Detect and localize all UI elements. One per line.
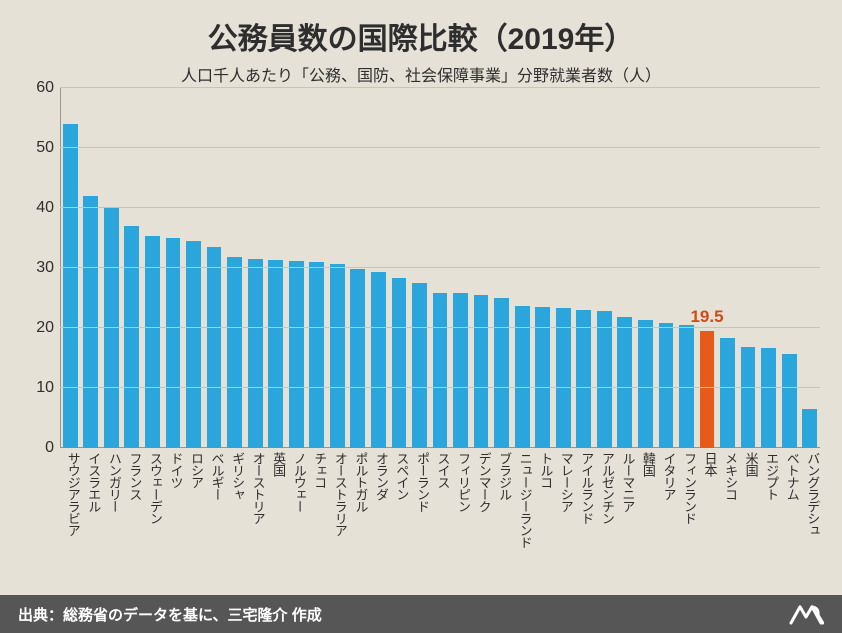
bar — [659, 323, 674, 448]
bar — [535, 307, 550, 448]
gridline — [60, 387, 820, 388]
gridline — [60, 147, 820, 148]
x-label: サウジアラビア — [64, 452, 83, 536]
bar — [494, 298, 509, 448]
bar — [474, 295, 489, 448]
x-label: オランダ — [372, 452, 391, 500]
bar — [782, 354, 797, 448]
y-tick-label: 50 — [36, 139, 54, 157]
bar-highlight — [700, 331, 715, 448]
x-label: ノルウェー — [290, 452, 309, 512]
x-label: マレーシア — [557, 452, 576, 512]
x-label: スイス — [434, 452, 453, 488]
x-label: アルゼンチン — [598, 452, 617, 524]
x-label: スウェーデン — [146, 452, 165, 524]
x-label: ブラジル — [495, 452, 514, 500]
x-label: ポルトガル — [351, 452, 370, 512]
bar — [453, 293, 468, 448]
x-label: オーストリア — [249, 452, 268, 524]
x-labels-container: サウジアラビアイスラエルハンガリーフランススウェーデンドイツロシアベルギーギリシ… — [60, 452, 820, 572]
x-label: ベトナム — [783, 452, 802, 500]
gridline — [60, 207, 820, 208]
bar — [350, 269, 365, 448]
bar — [392, 278, 407, 448]
x-label: 韓国 — [639, 452, 658, 476]
x-label: ハンガリー — [105, 452, 124, 512]
chart-subtitle: 人口千人あたり「公務、国防、社会保障事業」分野就業者数（人） — [0, 62, 842, 86]
x-label: アイルランド — [577, 452, 596, 524]
x-label: 日本 — [701, 452, 720, 476]
bar — [207, 247, 222, 448]
x-label: ドイツ — [166, 452, 185, 488]
x-label: チェコ — [310, 452, 329, 488]
bar — [227, 257, 242, 448]
bar — [124, 226, 139, 448]
bar — [83, 196, 98, 448]
bar — [289, 261, 304, 448]
gridline — [60, 327, 820, 328]
footer-bar: 出典：総務省のデータを基に、三宅隆介 作成 — [0, 595, 842, 633]
y-tick-label: 20 — [36, 319, 54, 337]
bar — [617, 317, 632, 448]
bar — [63, 124, 78, 448]
source-text: 出典：総務省のデータを基に、三宅隆介 作成 — [18, 604, 322, 625]
x-label: フランス — [125, 452, 144, 500]
x-label: フィリピン — [454, 452, 473, 512]
bar — [720, 338, 735, 448]
y-tick-label: 0 — [45, 439, 54, 457]
gridline — [60, 87, 820, 88]
y-tick-label: 40 — [36, 199, 54, 217]
x-label: ベルギー — [208, 452, 227, 500]
x-label: デンマーク — [475, 452, 494, 512]
bar — [576, 310, 591, 448]
bar — [104, 208, 119, 448]
bar — [166, 238, 181, 448]
bar — [741, 347, 756, 448]
chart-title: 公務員数の国際比較（2019年） — [0, 14, 842, 58]
x-label: ニュージーランド — [516, 452, 535, 548]
plot-area: 19.5 0102030405060 — [60, 88, 820, 448]
bar — [268, 260, 283, 448]
x-label: スペイン — [392, 452, 411, 500]
bar — [248, 259, 263, 448]
bar — [638, 320, 653, 448]
bar — [309, 262, 324, 448]
x-label: 英国 — [269, 452, 288, 476]
gridline — [60, 267, 820, 268]
bar — [186, 241, 201, 448]
bar — [761, 348, 776, 448]
bars-container: 19.5 — [60, 88, 820, 448]
y-tick-label: 60 — [36, 79, 54, 97]
x-label: フィンランド — [680, 452, 699, 524]
x-label: ルーマニア — [618, 452, 637, 512]
bar — [556, 308, 571, 448]
x-label: オーストラリア — [331, 452, 350, 536]
y-tick-label: 10 — [36, 379, 54, 397]
value-annotation: 19.5 — [690, 307, 723, 327]
x-label: エジプト — [762, 452, 781, 500]
bar — [802, 409, 817, 448]
bar — [597, 311, 612, 448]
bar — [412, 283, 427, 448]
x-label: メキシコ — [721, 452, 740, 500]
x-label: トルコ — [536, 452, 555, 488]
x-label: 米国 — [742, 452, 761, 476]
author-logo-icon — [788, 602, 824, 626]
bar — [371, 272, 386, 448]
x-label: ロシア — [187, 452, 206, 488]
x-label: イスラエル — [84, 452, 103, 512]
bar — [330, 264, 345, 448]
x-label: ギリシャ — [228, 452, 247, 500]
bar — [433, 293, 448, 448]
x-label: バングラデシュ — [803, 452, 822, 536]
x-label: ポーランド — [413, 452, 432, 512]
chart-canvas: 公務員数の国際比較（2019年） 人口千人あたり「公務、国防、社会保障事業」分野… — [0, 0, 842, 633]
y-tick-label: 30 — [36, 259, 54, 277]
x-label: イタリア — [659, 452, 678, 500]
